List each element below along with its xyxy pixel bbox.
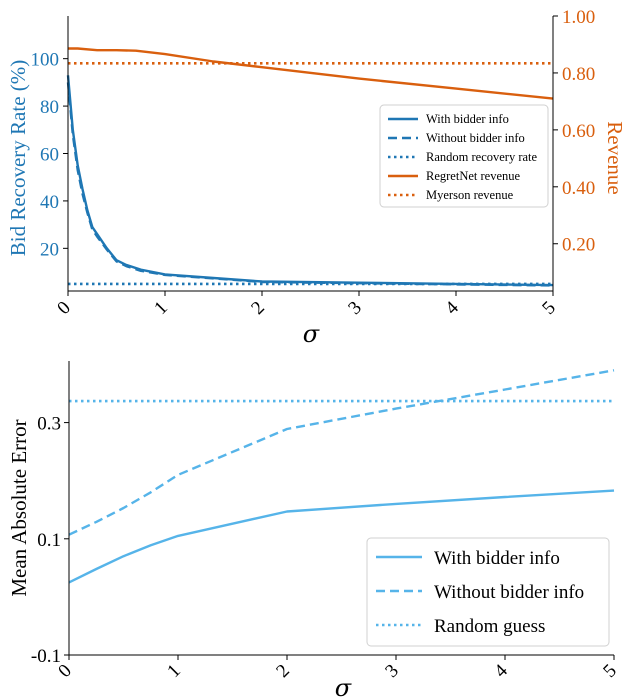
line-without-bidder-info (66, 82, 554, 287)
top-x-axis-label: σ (303, 320, 320, 348)
line-with-bidder-info (68, 489, 615, 584)
top-series-lines (66, 47, 554, 287)
top-y2-tick-label: 0.20 (562, 235, 595, 256)
legend-label-without-bidder-info: Without bidder info (426, 131, 525, 145)
bottom-y-tick-label: 0.3 (37, 414, 61, 435)
top-left-ticks: 20 40 60 80 100 (31, 50, 68, 260)
legend-label-without-bidder-info: Without bidder info (434, 582, 584, 603)
bottom-series-lines (68, 369, 615, 584)
legend-label-myerson-revenue: Myerson revenue (426, 188, 514, 202)
bottom-legend: With bidder info Without bidder info Rando… (366, 537, 610, 647)
top-x-tick-label: 2 (247, 297, 269, 319)
top-x-tick-label: 3 (344, 297, 366, 319)
bottom-y-axis-label: Mean Absolute Error (7, 419, 31, 596)
top-x-tick-label: 0 (53, 297, 75, 319)
bottom-y-tick-label: 0.1 (37, 530, 61, 551)
top-legend-box (379, 104, 549, 208)
legend-label-random-guess: Random guess (434, 616, 545, 637)
top-y2-tick-label: 0.40 (562, 178, 595, 199)
top-x-ticks: 0 1 2 3 4 5 (53, 291, 560, 319)
bottom-x-tick-label: 5 (599, 660, 621, 682)
bottom-x-tick-label: 2 (272, 660, 294, 682)
top-y-axis-label: Bid Recovery Rate (%) (6, 60, 30, 257)
legend-label-with-bidder-info: With bidder info (426, 112, 509, 126)
bottom-x-tick-label: 4 (490, 660, 512, 682)
top-y2-tick-label: 0.80 (562, 64, 595, 85)
legend-label-regretnet-revenue: RegretNet revenue (426, 169, 521, 183)
top-right-ticks: 0.20 0.40 0.60 0.80 1.00 (553, 7, 595, 256)
bottom-x-tick-label: 1 (163, 660, 185, 682)
legend-label-with-bidder-info: With bidder info (434, 548, 560, 569)
bottom-legend-box (366, 537, 610, 647)
top-y2-axis-label: Revenue (603, 121, 626, 194)
top-x-tick-label: 4 (441, 297, 463, 319)
top-legend: With bidder info Without bidder info Rando… (379, 104, 549, 208)
top-y2-tick-label: 1.00 (562, 7, 595, 28)
line-without-bidder-info (68, 369, 615, 536)
bottom-x-tick-label: 3 (381, 660, 403, 682)
bottom-x-tick-label: 0 (54, 660, 76, 682)
top-y-tick-label: 40 (40, 192, 59, 213)
top-y-tick-label: 60 (40, 145, 59, 166)
top-x-tick-label: 1 (150, 297, 172, 319)
top-y2-tick-label: 0.60 (562, 121, 595, 142)
legend-label-random-recovery-rate: Random recovery rate (426, 150, 538, 164)
line-regretnet-revenue (68, 47, 554, 100)
top-y-tick-label: 80 (40, 97, 59, 118)
top-y-tick-label: 20 (40, 239, 59, 260)
bottom-axes (68, 361, 614, 656)
top-x-tick-label: 5 (538, 297, 560, 319)
top-y-tick-label: 100 (31, 50, 60, 71)
bottom-x-axis-label: σ (335, 674, 352, 699)
bottom-y-ticks: -0.1 0.1 0.3 (31, 414, 69, 667)
bottom-y-tick-label: -0.1 (31, 646, 61, 667)
